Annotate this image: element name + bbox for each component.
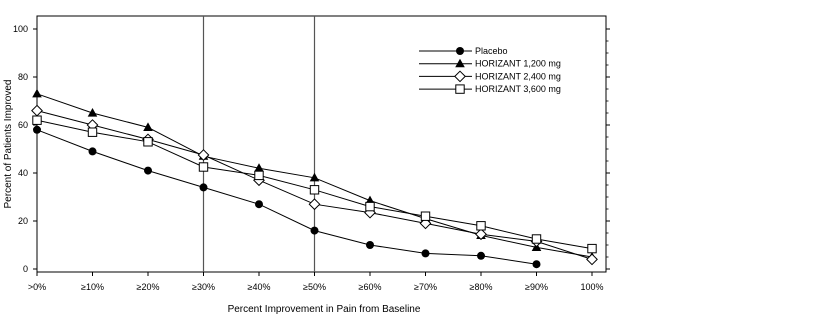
- y-tick-label: 0: [23, 264, 28, 274]
- y-tick-label: 80: [18, 72, 28, 82]
- plot-frame: [36, 15, 607, 273]
- data-point: [87, 108, 98, 117]
- data-point: [586, 253, 598, 266]
- y-tick-label: 60: [18, 120, 28, 130]
- data-point: [420, 211, 431, 221]
- data-point: [31, 104, 43, 117]
- data-point: [309, 172, 320, 182]
- data-point: [33, 125, 41, 134]
- x-tick-label: >0%: [28, 282, 46, 292]
- x-tick-label: ≥10%: [81, 282, 104, 292]
- series-3: [32, 115, 597, 254]
- data-point: [255, 200, 263, 209]
- legend-label: Placebo: [475, 46, 508, 56]
- x-tick-label: ≥20%: [137, 282, 160, 292]
- legend-marker: [454, 70, 466, 83]
- data-point: [308, 198, 321, 211]
- data-point: [477, 251, 485, 260]
- y-tick-label: 40: [18, 168, 28, 178]
- legend-label: HORIZANT 3,600 mg: [475, 84, 561, 94]
- data-point: [421, 249, 430, 258]
- legend-marker: [456, 47, 464, 55]
- x-tick-label: ≥50%: [303, 282, 326, 292]
- x-tick-label: ≥60%: [359, 282, 382, 292]
- data-point: [366, 241, 374, 249]
- series-layer: [31, 88, 598, 269]
- data-point: [587, 243, 597, 254]
- data-point: [531, 234, 542, 244]
- x-tick-label: ≥40%: [248, 282, 271, 292]
- y-tick-label: 100: [13, 24, 28, 34]
- x-axis-title: Percent Improvement in Pain from Baselin…: [228, 304, 421, 315]
- series-0: [33, 125, 541, 269]
- data-point: [32, 88, 42, 98]
- data-point: [88, 147, 97, 156]
- x-tick-label: ≥80%: [470, 282, 493, 292]
- legend-label: HORIZANT 1,200 mg: [475, 59, 561, 69]
- x-tick-label: ≥90%: [525, 282, 548, 292]
- data-point: [144, 166, 152, 175]
- x-tick-label: ≥30%: [192, 282, 215, 292]
- data-point: [254, 163, 264, 172]
- data-point: [198, 162, 209, 172]
- data-point: [475, 228, 487, 241]
- data-point: [143, 137, 153, 147]
- data-point: [309, 185, 320, 195]
- data-point: [254, 170, 264, 181]
- legend-item: HORIZANT 3,600 mg: [419, 84, 561, 94]
- reference-lines: [202, 16, 316, 272]
- legend-item: HORIZANT 2,400 mg: [419, 70, 561, 83]
- y-axis-title: Percent of Patients Improved: [3, 80, 14, 209]
- legend-item: HORIZANT 1,200 mg: [419, 59, 561, 69]
- x-tick-label: 100%: [580, 282, 603, 292]
- data-point: [87, 127, 98, 137]
- y-axis-ticks: 0 20 40 60 80 100: [13, 24, 610, 274]
- legend-item: Placebo: [419, 46, 508, 56]
- y-tick-label: 20: [18, 216, 28, 226]
- data-point: [199, 183, 208, 192]
- data-point: [476, 221, 486, 231]
- data-point: [197, 149, 210, 161]
- series-line: [36, 129, 537, 265]
- legend: Placebo HORIZANT 1,200 mg HORIZANT 2,400 m…: [419, 46, 561, 94]
- x-tick-label: ≥70%: [414, 282, 437, 292]
- data-point: [532, 260, 541, 269]
- data-point: [143, 122, 153, 131]
- legend-marker: [455, 58, 465, 68]
- data-point: [310, 226, 319, 235]
- data-point: [32, 115, 42, 125]
- data-point: [365, 201, 375, 212]
- legend-label: HORIZANT 2,400 mg: [475, 71, 561, 81]
- x-axis-ticks: >0% ≥10% ≥20% ≥30% ≥40% ≥50% ≥60% ≥70% ≥80% ≥90% 1…: [28, 272, 604, 292]
- legend-marker: [455, 84, 465, 94]
